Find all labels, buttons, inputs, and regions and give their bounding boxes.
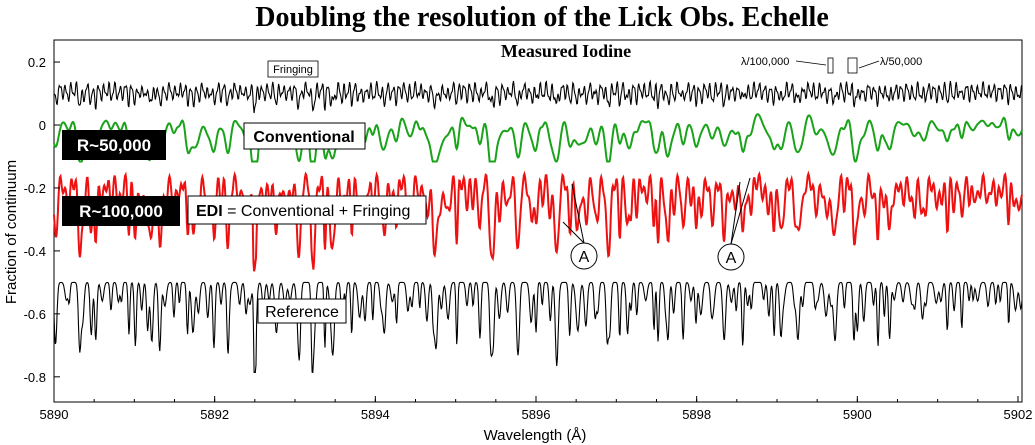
marker-a2-pointer-1 bbox=[730, 181, 741, 245]
series-layer bbox=[53, 79, 1023, 374]
series-fringing-line bbox=[53, 79, 1023, 114]
r100-label: R~100,000 bbox=[79, 202, 163, 221]
x-tick-label: 5900 bbox=[843, 407, 872, 422]
y-tick-label: -0.4 bbox=[24, 244, 46, 259]
series-conventional-line bbox=[53, 113, 1023, 163]
y-axis-label: Fraction of continuum bbox=[3, 160, 20, 304]
chart-subtitle: Measured Iodine bbox=[501, 41, 631, 61]
lambda-100k-pointer bbox=[795, 60, 827, 66]
conventional-label: Conventional bbox=[253, 129, 354, 146]
lambda-100k-box bbox=[827, 57, 834, 74]
x-tick-label: 5898 bbox=[682, 407, 711, 422]
lambda-50k-label: λ/50,000 bbox=[880, 56, 922, 68]
x-axis-label: Wavelength (Å) bbox=[484, 427, 587, 444]
marker-a1-pointer-1 bbox=[562, 221, 585, 244]
y-tick-label: -0.6 bbox=[24, 307, 46, 322]
series-reference-line bbox=[53, 281, 1023, 374]
edi-label-rest: = Conventional + Fringing bbox=[223, 203, 411, 220]
marker-a1-circle bbox=[570, 242, 598, 270]
lambda-50k-pointer bbox=[858, 60, 880, 69]
marker-a2-pointer-2 bbox=[730, 177, 751, 245]
x-axis-ticks: 5890 5892 5894 5896 5898 5900 5902 bbox=[40, 396, 1033, 422]
y-tick-label: 0 bbox=[39, 118, 46, 133]
lambda-100k-label: λ/100,000 bbox=[741, 56, 789, 68]
chart-title: Doubling the resolution of the Lick Obs.… bbox=[255, 2, 829, 33]
marker-a2-circle bbox=[717, 243, 745, 271]
marker-a1-pointer-2 bbox=[571, 183, 585, 244]
x-tick-label: 5892 bbox=[200, 407, 229, 422]
y-tick-label: 0.2 bbox=[28, 55, 46, 70]
r50-label: R~50,000 bbox=[77, 136, 151, 155]
x-tick-label: 5894 bbox=[361, 407, 390, 422]
y-tick-label: -0.8 bbox=[24, 370, 46, 385]
edi-label-bold: EDI bbox=[196, 203, 223, 220]
conventional-label-box bbox=[243, 122, 366, 150]
y-axis-ticks: 0.2 0 -0.2 -0.4 -0.6 -0.8 bbox=[24, 55, 60, 385]
reference-label-box bbox=[257, 298, 347, 324]
series-edi-line bbox=[53, 170, 1023, 272]
x-tick-label: 5896 bbox=[522, 407, 551, 422]
fringing-label-box bbox=[267, 60, 319, 78]
lambda-50k-box bbox=[847, 57, 858, 74]
marker-a1-label: A bbox=[579, 249, 590, 266]
edi-label: EDI = Conventional + Fringing bbox=[196, 203, 410, 220]
x-tick-label: 5890 bbox=[40, 407, 69, 422]
y-tick-label: -0.2 bbox=[24, 181, 46, 196]
r50-label-box bbox=[62, 130, 166, 160]
fringing-label: Fringing bbox=[273, 64, 313, 76]
marker-a2-label: A bbox=[726, 250, 737, 267]
x-tick-label: 5902 bbox=[1004, 407, 1033, 422]
r100-label-box bbox=[62, 196, 180, 226]
reference-label: Reference bbox=[265, 304, 339, 321]
edi-label-box bbox=[187, 195, 427, 225]
